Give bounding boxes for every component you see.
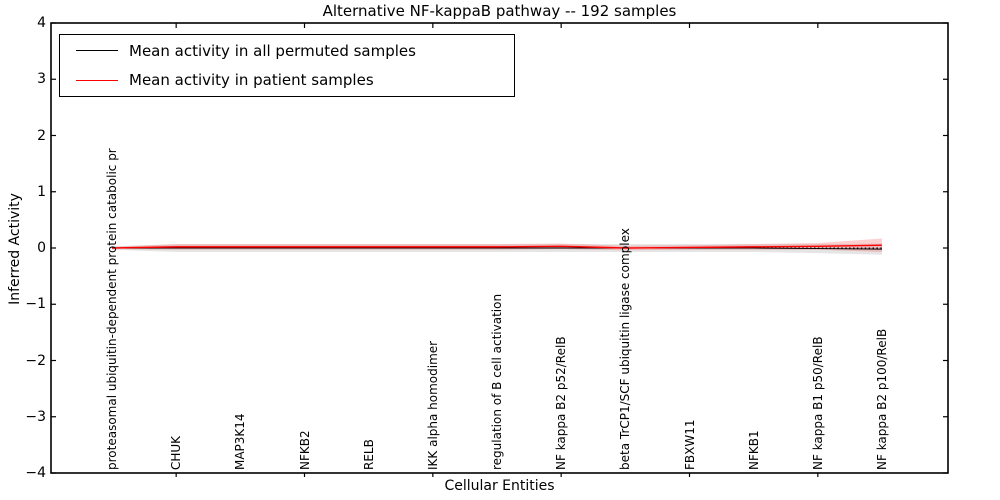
y-tick-label: −4 <box>25 465 46 481</box>
x-axis-label: Cellular Entities <box>444 478 555 494</box>
y-tick-label: 3 <box>37 71 46 88</box>
permuted-mean-line <box>112 247 883 250</box>
legend: Mean activity in all permuted samples Me… <box>59 34 515 97</box>
y-tick-label: −1 <box>25 296 46 313</box>
y-tick-label: 2 <box>37 127 46 144</box>
y-tick-label: 1 <box>37 183 46 200</box>
legend-entry-permuted: Mean activity in all permuted samples <box>60 37 514 65</box>
y-tick-label: 4 <box>37 15 46 31</box>
y-tick-label: −3 <box>25 408 46 425</box>
permuted-line-swatch-icon <box>76 50 118 52</box>
y-tick-label: −2 <box>25 352 46 369</box>
legend-entry-patient: Mean activity in patient samples <box>60 66 514 94</box>
patient-mean-line <box>111 244 883 249</box>
chart-title: Alternative NF-kappaB pathway -- 192 sam… <box>322 2 677 20</box>
legend-label: Mean activity in patient samples <box>129 71 374 90</box>
confidence-band <box>112 238 882 252</box>
legend-label: Mean activity in all permuted samples <box>129 41 416 60</box>
patient-line-swatch-icon <box>76 79 118 81</box>
y-tick-label: 0 <box>37 240 46 256</box>
